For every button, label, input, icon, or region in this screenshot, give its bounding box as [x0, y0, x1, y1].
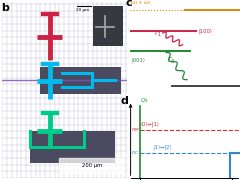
Text: 20 μm: 20 μm: [76, 8, 89, 12]
Text: c: c: [125, 0, 132, 8]
Text: b: b: [1, 3, 9, 13]
Text: $\omega_1+\omega_3$: $\omega_1+\omega_3$: [130, 0, 151, 7]
Text: 200 μm: 200 μm: [82, 163, 102, 168]
Text: $Q_3$: $Q_3$: [140, 97, 149, 105]
Text: d: d: [121, 96, 129, 106]
Text: $n_M$: $n_M$: [131, 126, 140, 134]
Bar: [93, 6, 123, 46]
Text: $n_C$: $n_C$: [131, 149, 139, 157]
Text: |1⟩↔|2⟩: |1⟩↔|2⟩: [153, 145, 172, 150]
Bar: [59, 158, 123, 173]
Text: |001⟩: |001⟩: [132, 57, 146, 63]
Bar: [40, 67, 121, 94]
Text: |100⟩: |100⟩: [198, 28, 212, 34]
Text: $\Gamma_1$: $\Gamma_1$: [154, 29, 162, 39]
Text: ⟨0⟩↔|1⟩: ⟨0⟩↔|1⟩: [141, 122, 160, 127]
Bar: [30, 130, 115, 163]
Text: $\Gamma_3$: $\Gamma_3$: [167, 56, 176, 66]
